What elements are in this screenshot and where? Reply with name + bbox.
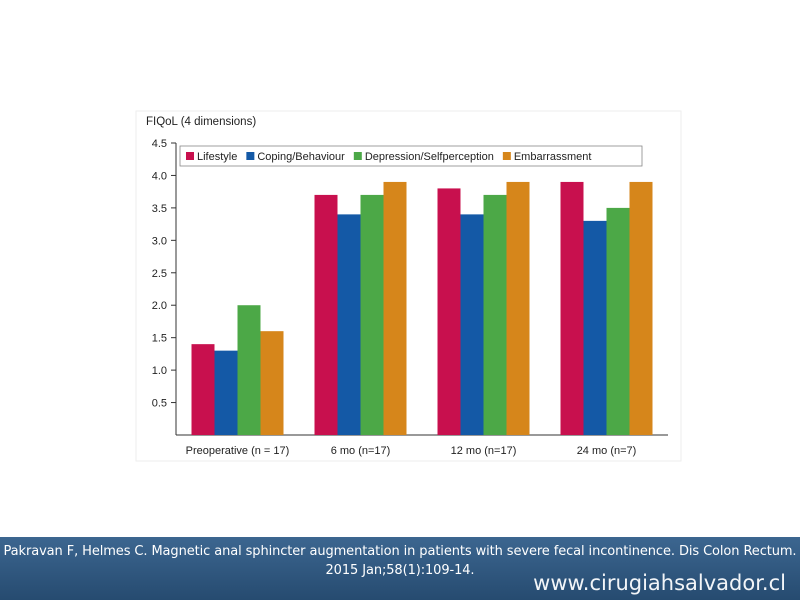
bar-depression-selfperception — [606, 207, 630, 435]
y-tick-label: 0.5 — [152, 398, 167, 410]
bar-depression-selfperception — [360, 194, 384, 435]
y-tick-label: 3.5 — [152, 203, 167, 215]
legend-label: Depression/Selfperception — [365, 151, 494, 163]
bar-embarrassment — [629, 181, 653, 435]
bar-coping-behaviour — [460, 214, 484, 435]
bar-embarrassment — [260, 331, 284, 435]
legend-swatch — [246, 152, 255, 160]
bar-lifestyle — [191, 344, 215, 435]
legend-swatch — [502, 152, 511, 160]
citation: Pakravan F, Helmes C. Magnetic anal sphi… — [0, 542, 800, 580]
legend-label: Lifestyle — [197, 151, 237, 163]
y-tick-label: 1.0 — [152, 365, 167, 377]
legend-swatch — [186, 152, 194, 160]
bar-coping-behaviour — [583, 220, 607, 435]
bar-coping-behaviour — [214, 350, 238, 435]
bar-lifestyle — [560, 181, 584, 435]
bar-coping-behaviour — [337, 214, 361, 435]
bar-lifestyle — [437, 188, 461, 435]
x-category-label: Preoperative (n = 17) — [186, 445, 290, 457]
citation-line-2: 2015 Jan;58(1):109-14. — [325, 563, 475, 578]
legend-box — [179, 145, 643, 167]
y-tick-label: 1.5 — [152, 333, 167, 345]
bar-depression-selfperception — [483, 194, 507, 435]
x-category-label: 12 mo (n=17) — [451, 445, 517, 457]
legend: Lifestyle Coping/Behaviour Depression/Self… — [179, 145, 643, 167]
y-tick-label: 4.0 — [152, 170, 167, 182]
bar-embarrassment — [506, 181, 530, 435]
y-tick-label: 4.5 — [152, 138, 167, 150]
chart-title: FIQoL (4 dimensions) — [146, 116, 256, 128]
bar-chart: FIQoL (4 dimensions) 0.5 1.0 1.5 2.0 2.5 3.0 3… — [135, 110, 682, 462]
footer-banner: Pakravan F, Helmes C. Magnetic anal sphi… — [0, 537, 800, 600]
bars — [191, 181, 653, 435]
bar-embarrassment — [383, 181, 407, 435]
citation-line-1: Pakravan F, Helmes C. Magnetic anal sphi… — [3, 544, 797, 559]
legend-label: Coping/Behaviour — [257, 151, 345, 163]
website-link[interactable]: www.cirugiahsalvador.cl — [533, 571, 786, 595]
x-category-label: 6 mo (n=17) — [331, 445, 391, 457]
x-category-label: 24 mo (n=7) — [577, 445, 637, 457]
bar-depression-selfperception — [237, 305, 261, 435]
y-tick-label: 2.0 — [152, 300, 167, 312]
bar-lifestyle — [314, 194, 338, 435]
y-tick-label: 3.0 — [152, 235, 167, 247]
legend-label: Embarrassment — [514, 151, 592, 163]
y-tick-label: 2.5 — [152, 268, 167, 280]
legend-swatch — [353, 152, 362, 160]
